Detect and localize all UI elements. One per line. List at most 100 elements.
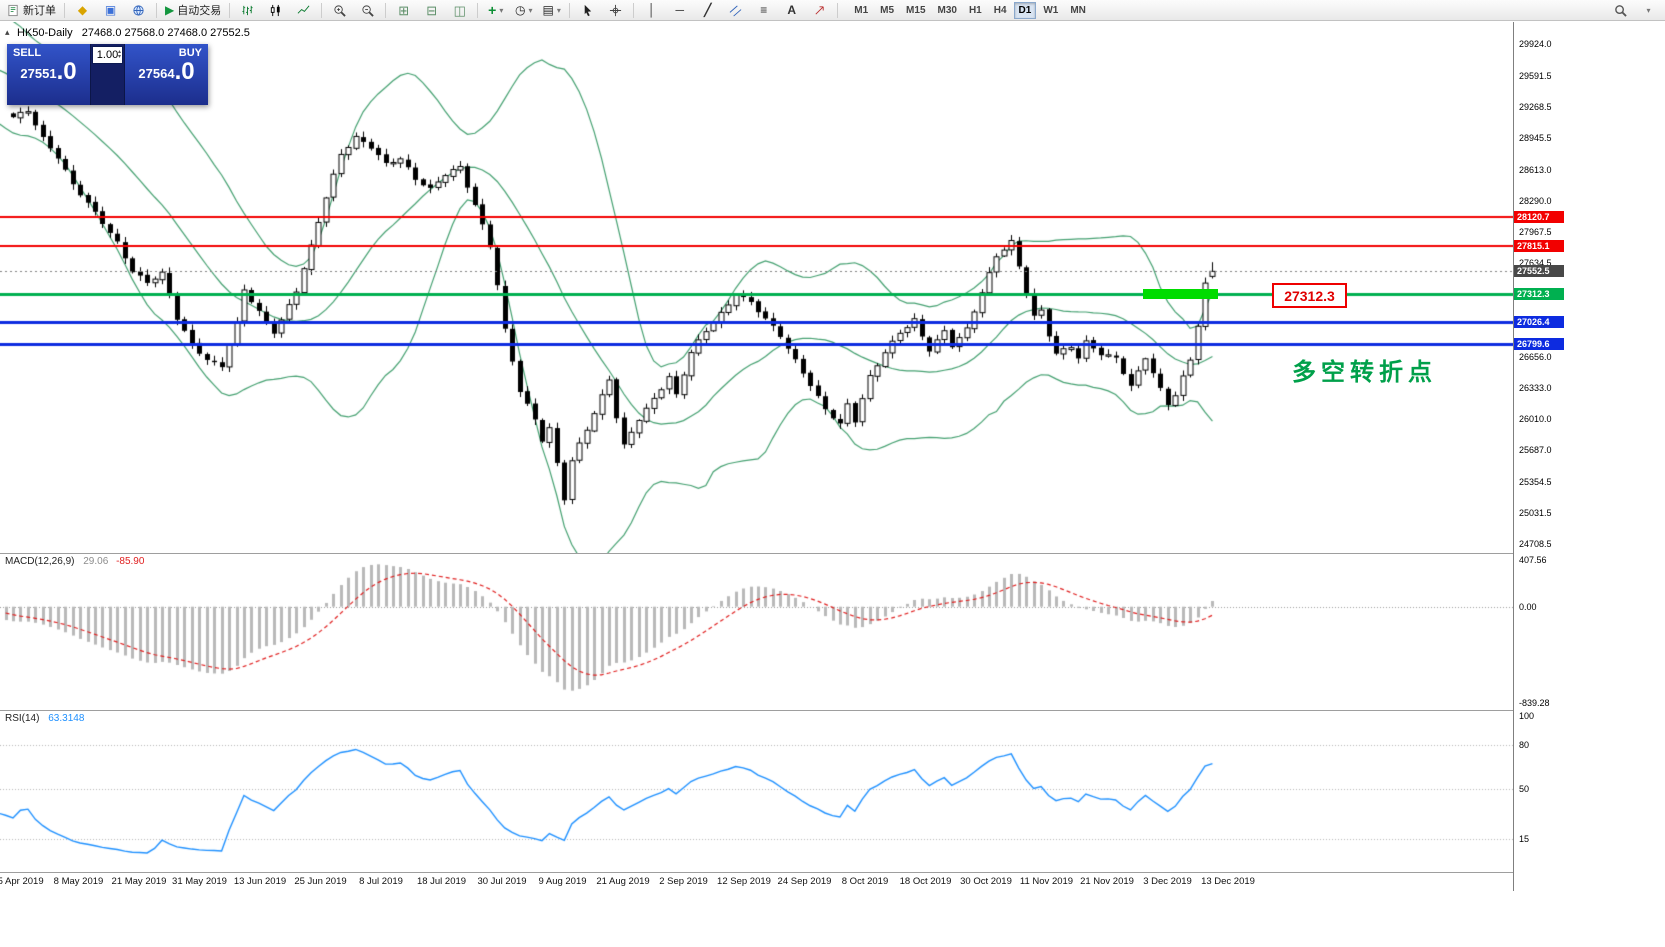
autotrading-play-icon: ▶ (165, 3, 175, 17)
volume-down-icon[interactable]: ▾ (117, 54, 121, 60)
tile-horizontal-button[interactable]: ⊟ (418, 0, 445, 20)
date-label: 13 Dec 2019 (1201, 876, 1255, 887)
autotrading-button[interactable]: ▶ 自动交易 (161, 0, 225, 20)
toolbar-overflow-button[interactable]: ▾ (1635, 0, 1662, 20)
cascade-windows-button[interactable]: ◫ (446, 0, 473, 20)
support-highlight-segment[interactable] (1143, 289, 1218, 299)
price-axis[interactable]: 29924.0 29591.5 29268.5 28945.5 28613.0 28290… (1513, 22, 1665, 891)
price-axis-tick: 29268.5 (1519, 101, 1552, 112)
metaeditor-button[interactable]: ◆ (69, 0, 96, 20)
templates-button[interactable]: ▤ ▾ (538, 0, 565, 20)
candles-chart-icon (269, 4, 282, 17)
date-label: 13 Jun 2019 (233, 876, 287, 887)
pane-separator (0, 872, 1665, 873)
date-label: 25 Jun 2019 (294, 876, 347, 887)
website-button[interactable] (125, 0, 152, 20)
crosshair-button[interactable] (602, 0, 629, 20)
date-label: 12 Sep 2019 (717, 876, 771, 887)
macd-axis-tick: 407.56 (1519, 554, 1547, 565)
volume-input[interactable]: 1.00 ▴ ▾ (92, 46, 123, 64)
line-chart-icon (297, 4, 310, 17)
price-axis-tick: 29924.0 (1519, 39, 1552, 49)
time-axis[interactable]: 25 Apr 2019 8 May 2019 21 May 2019 31 May 2… (0, 873, 1513, 891)
vline-icon: │ (647, 3, 656, 17)
rsi-axis-tick: 80 (1519, 740, 1530, 750)
new-order-icon (7, 4, 20, 17)
date-label: 24 Sep 2019 (777, 876, 832, 887)
rsi-canvas[interactable] (0, 710, 1513, 872)
volume-value: 1.00 (96, 49, 119, 61)
macd-canvas[interactable] (0, 553, 1513, 710)
rsi-axis-tick: 50 (1519, 783, 1530, 794)
symbol-label: HK50-Daily (17, 27, 73, 39)
channel-icon (729, 4, 742, 17)
search-button[interactable] (1607, 0, 1634, 20)
periods-clock-icon: ◷ (514, 3, 526, 17)
timeframe-mn-button[interactable]: MN (1070, 4, 1086, 16)
chevron-down-icon: ▾ (499, 5, 504, 15)
chevron-down-icon: ▾ (556, 5, 561, 15)
price-callout-box[interactable]: 27312.3 (1272, 283, 1347, 308)
price-axis-tick: 28613.0 (1519, 164, 1552, 175)
timeframe-m15-button[interactable]: M15 (906, 4, 926, 16)
timeframe-h4-button[interactable]: H4 (993, 4, 1007, 16)
timeframe-m1-button[interactable]: M1 (854, 4, 869, 16)
line-chart-button[interactable] (290, 0, 317, 20)
fibonacci-button[interactable]: ≡ (750, 0, 777, 20)
timeframe-w1-button[interactable]: W1 (1043, 4, 1059, 16)
tile-windows-button[interactable]: ⊞ (390, 0, 417, 20)
fibonacci-icon: ≡ (760, 3, 768, 17)
new-order-button[interactable]: 新订单 (3, 0, 60, 20)
search-icon (1614, 4, 1627, 17)
rsi-indicator-label: RSI(14) 63.3148 (5, 713, 84, 724)
vline-button[interactable]: │ (638, 0, 665, 20)
sell-price-fraction: .0 (56, 58, 77, 85)
chart-annotation-text[interactable]: 多空转折点 (1292, 359, 1437, 386)
arrow-tool-button[interactable] (806, 0, 833, 20)
timeframe-d1-button[interactable]: D1 (1013, 1, 1037, 19)
tile-windows-icon: ⊞ (398, 2, 410, 18)
templates-icon: ▤ (542, 3, 554, 17)
text-button[interactable]: A (778, 0, 805, 20)
macd-signal-value: -85.90 (116, 556, 145, 567)
volume-stepper[interactable]: ▴ ▾ (118, 47, 121, 63)
zoom-out-button[interactable] (354, 0, 381, 20)
price-axis-tick: 26010.0 (1519, 414, 1552, 425)
timeframe-m5-button[interactable]: M5 (880, 4, 895, 16)
price-axis-tick: 24708.5 (1519, 539, 1552, 549)
zoom-in-button[interactable] (326, 0, 353, 20)
timeframe-h1-button[interactable]: H1 (968, 4, 982, 16)
toolbar-separator (385, 2, 387, 18)
trendline-icon: ╱ (704, 3, 712, 17)
price-axis-tick: 28945.5 (1519, 132, 1552, 143)
price-line-label: 28120.7 (1514, 210, 1564, 223)
tile-horizontal-icon: ⊟ (426, 2, 438, 18)
hline-button[interactable]: ─ (666, 0, 693, 20)
autotrading-label: 自动交易 (177, 5, 222, 17)
new-order-label: 新订单 (23, 5, 56, 17)
timeframe-m30-button[interactable]: M30 (937, 4, 957, 16)
add-indicator-button[interactable]: + ▾ (482, 0, 509, 20)
price-chart-canvas[interactable] (0, 22, 1513, 553)
macd-main-value: 29.06 (83, 556, 109, 567)
price-axis-tick: 27967.5 (1519, 226, 1552, 237)
trendline-button[interactable]: ╱ (694, 0, 721, 20)
one-click-toggle[interactable]: ▴ (5, 27, 10, 37)
macd-indicator-label: MACD(12,26,9) 29.06 -85.90 (5, 556, 144, 567)
volume-up-icon[interactable]: ▴ (117, 49, 121, 56)
sell-button[interactable]: SELL 27551 .0 (7, 44, 91, 105)
price-line-label: 27026.4 (1514, 315, 1564, 328)
periods-button[interactable]: ◷ ▾ (510, 0, 537, 20)
channel-button[interactable] (722, 0, 749, 20)
bars-chart-button[interactable] (234, 0, 261, 20)
hline-icon: ─ (675, 3, 684, 17)
rsi-axis-tick: 100 (1519, 711, 1535, 721)
toolbar-separator (837, 2, 839, 18)
toolbar-separator (633, 2, 635, 18)
buy-price-fraction: .0 (174, 58, 195, 85)
candles-chart-button[interactable] (262, 0, 289, 20)
buy-button[interactable]: BUY 27564 .0 (124, 44, 208, 105)
cursor-button[interactable] (574, 0, 601, 20)
rsi-axis-tick: 15 (1519, 834, 1530, 845)
terminal-button[interactable]: ▣ (97, 0, 124, 20)
